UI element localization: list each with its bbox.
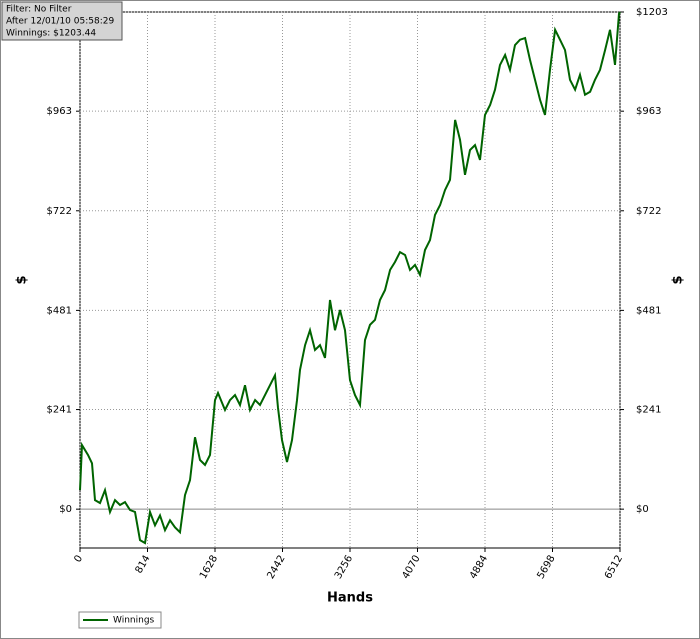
- y-tick-label: $722: [47, 206, 72, 217]
- y-axis-label: $: [15, 275, 30, 284]
- y2-tick-label: $963: [636, 106, 661, 117]
- filter-box: [1, 1, 123, 41]
- y-tick-label: $963: [47, 106, 72, 117]
- x-axis-label: Hands: [327, 591, 373, 606]
- filter-text: Winnings: $1203.44: [6, 29, 96, 39]
- y2-tick-label: $0: [636, 504, 649, 515]
- y-tick-label: $241: [47, 405, 72, 416]
- y2-tick-label: $722: [636, 206, 661, 217]
- y2-tick-label: $1203: [636, 7, 668, 18]
- y-tick-label: $481: [47, 305, 72, 316]
- y2-axis-label: $: [671, 275, 686, 284]
- line: [79, 11, 621, 545]
- filter-text: After 12/01/10 05:58:29: [6, 17, 114, 27]
- legend-label: Winnings: [113, 616, 155, 626]
- legend-box: [78, 611, 162, 629]
- y-tick-label: $0: [59, 504, 72, 515]
- y2-tick-label: $241: [636, 405, 661, 416]
- filter-text: Filter: No Filter: [6, 5, 72, 15]
- y2-tick-label: $481: [636, 305, 661, 316]
- x-tick-label: 0: [72, 554, 85, 565]
